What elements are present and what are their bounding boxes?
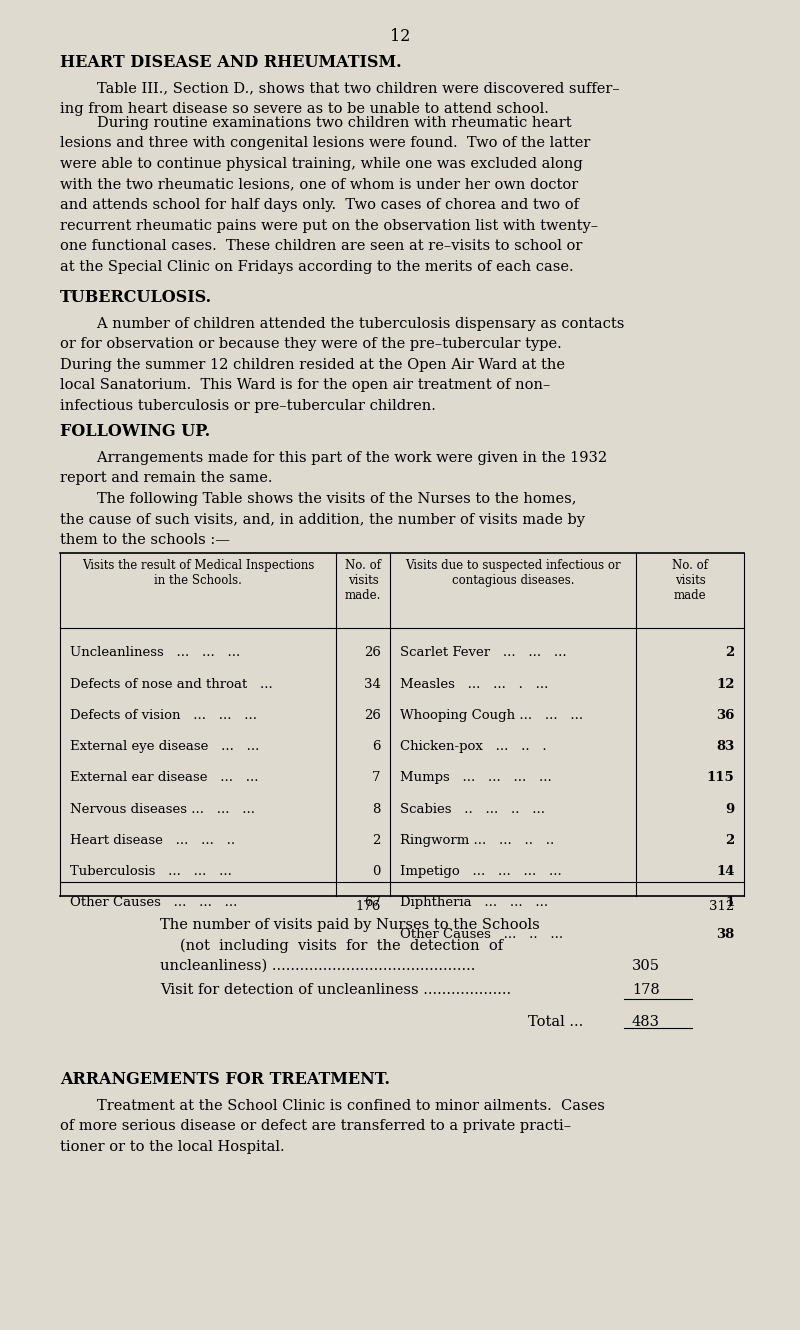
- Text: Whooping Cough ...   ...   ...: Whooping Cough ... ... ...: [400, 709, 583, 722]
- Text: 2: 2: [373, 834, 381, 847]
- Text: 12: 12: [390, 28, 410, 45]
- Text: 36: 36: [716, 709, 734, 722]
- Text: ing from heart disease so severe as to be unable to attend school.: ing from heart disease so severe as to b…: [60, 102, 549, 116]
- Text: them to the schools :—: them to the schools :—: [60, 533, 230, 548]
- Text: 2: 2: [725, 646, 734, 660]
- Text: report and remain the same.: report and remain the same.: [60, 471, 273, 485]
- Text: 178: 178: [632, 983, 660, 998]
- Text: Nervous diseases ...   ...   ...: Nervous diseases ... ... ...: [70, 802, 254, 815]
- Text: Visit for detection of uncleanliness ...................: Visit for detection of uncleanliness ...…: [160, 983, 511, 998]
- Text: at the Special Clinic on Fridays according to the merits of each case.: at the Special Clinic on Fridays accordi…: [60, 259, 574, 274]
- Text: 305: 305: [632, 959, 660, 974]
- Text: 14: 14: [716, 864, 734, 878]
- Text: Defects of nose and throat   ...: Defects of nose and throat ...: [70, 677, 272, 690]
- Text: No. of
visits
made: No. of visits made: [672, 559, 708, 601]
- Text: of more serious disease or defect are transferred to a private practi–: of more serious disease or defect are tr…: [60, 1120, 571, 1133]
- Text: 1: 1: [725, 896, 734, 910]
- Text: Defects of vision   ...   ...   ...: Defects of vision ... ... ...: [70, 709, 257, 722]
- Text: A number of children attended the tuberculosis dispensary as contacts: A number of children attended the tuberc…: [60, 317, 624, 331]
- Text: the cause of such visits, and, in addition, the number of visits made by: the cause of such visits, and, in additi…: [60, 512, 585, 527]
- Text: Table III., Section D., shows that two children were discovered suffer–: Table III., Section D., shows that two c…: [60, 81, 620, 96]
- Text: 38: 38: [716, 928, 734, 940]
- Text: TUBERCULOSIS.: TUBERCULOSIS.: [60, 289, 212, 306]
- Text: Mumps   ...   ...   ...   ...: Mumps ... ... ... ...: [400, 771, 552, 785]
- Text: or for observation or because they were of the pre–tubercular type.: or for observation or because they were …: [60, 336, 562, 351]
- Text: 8: 8: [373, 802, 381, 815]
- Text: 115: 115: [706, 771, 734, 785]
- Text: Uncleanliness   ...   ...   ...: Uncleanliness ... ... ...: [70, 646, 240, 660]
- Text: Chicken-pox   ...   ..   .: Chicken-pox ... .. .: [400, 739, 546, 753]
- Text: The number of visits paid by Nurses to the Schools: The number of visits paid by Nurses to t…: [160, 918, 540, 932]
- Text: Arrangements made for this part of the work were given in the 1932: Arrangements made for this part of the w…: [60, 451, 607, 465]
- Text: Heart disease   ...   ...   ..: Heart disease ... ... ..: [70, 834, 234, 847]
- Text: 9: 9: [725, 802, 734, 815]
- Text: tioner or to the local Hospital.: tioner or to the local Hospital.: [60, 1140, 285, 1154]
- Text: Measles   ...   ...   .   ...: Measles ... ... . ...: [400, 677, 548, 690]
- Text: The following Table shows the visits of the Nurses to the homes,: The following Table shows the visits of …: [60, 492, 577, 507]
- Text: 0: 0: [373, 864, 381, 878]
- Text: were able to continue physical training, while one was excluded along: were able to continue physical training,…: [60, 157, 582, 172]
- Text: Treatment at the School Clinic is confined to minor ailments.  Cases: Treatment at the School Clinic is confin…: [60, 1099, 605, 1113]
- Text: Other Causes   ...   ..   ...: Other Causes ... .. ...: [400, 928, 563, 940]
- Text: with the two rheumatic lesions, one of whom is under her own doctor: with the two rheumatic lesions, one of w…: [60, 177, 578, 192]
- Text: Impetigo   ...   ...   ...   ...: Impetigo ... ... ... ...: [400, 864, 562, 878]
- Text: 7: 7: [372, 771, 381, 785]
- Text: 34: 34: [364, 677, 381, 690]
- Text: External ear disease   ...   ...: External ear disease ... ...: [70, 771, 258, 785]
- Text: infectious tuberculosis or pre–tubercular children.: infectious tuberculosis or pre–tubercula…: [60, 399, 436, 414]
- Text: HEART DISEASE AND RHEUMATISM.: HEART DISEASE AND RHEUMATISM.: [60, 53, 402, 70]
- Text: 6: 6: [372, 739, 381, 753]
- Text: recurrent rheumatic pains were put on the observation list with twenty–: recurrent rheumatic pains were put on th…: [60, 218, 598, 233]
- Text: FOLLOWING UP.: FOLLOWING UP.: [60, 423, 210, 440]
- Text: Ringworm ...   ...   ..   ..: Ringworm ... ... .. ..: [400, 834, 554, 847]
- Text: No. of
visits
made.: No. of visits made.: [345, 559, 382, 601]
- Text: Visits the result of Medical Inspections
in the Schools.: Visits the result of Medical Inspections…: [82, 559, 314, 587]
- Text: 83: 83: [716, 739, 734, 753]
- Text: lesions and three with congenital lesions were found.  Two of the latter: lesions and three with congenital lesion…: [60, 136, 590, 150]
- Text: Diphtheria   ...   ...   ...: Diphtheria ... ... ...: [400, 896, 548, 910]
- Text: and attends school for half days only.  Two cases of chorea and two of: and attends school for half days only. T…: [60, 198, 579, 213]
- Text: Total ...: Total ...: [528, 1015, 583, 1029]
- Text: local Sanatorium.  This Ward is for the open air treatment of non–: local Sanatorium. This Ward is for the o…: [60, 378, 550, 392]
- Text: Other Causes   ...   ...   ...: Other Causes ... ... ...: [70, 896, 237, 910]
- Text: Scarlet Fever   ...   ...   ...: Scarlet Fever ... ... ...: [400, 646, 566, 660]
- Text: uncleanliness) ............................................: uncleanliness) .........................…: [160, 959, 475, 974]
- Text: External eye disease   ...   ...: External eye disease ... ...: [70, 739, 259, 753]
- Text: 483: 483: [632, 1015, 660, 1029]
- Text: 12: 12: [716, 677, 734, 690]
- Text: 26: 26: [364, 709, 381, 722]
- Text: (not  including  visits  for  the  detection  of: (not including visits for the detection …: [180, 939, 503, 952]
- Text: 176: 176: [355, 900, 381, 914]
- Text: ARRANGEMENTS FOR TREATMENT.: ARRANGEMENTS FOR TREATMENT.: [60, 1071, 390, 1088]
- Text: 26: 26: [364, 646, 381, 660]
- Text: one functional cases.  These children are seen at re–visits to school or: one functional cases. These children are…: [60, 239, 582, 254]
- Text: Scabies   ..   ...   ..   ...: Scabies .. ... .. ...: [400, 802, 545, 815]
- Text: During the summer 12 children resided at the Open Air Ward at the: During the summer 12 children resided at…: [60, 358, 565, 372]
- Text: Visits due to suspected infectious or
contagious diseases.: Visits due to suspected infectious or co…: [406, 559, 621, 587]
- Text: 67: 67: [364, 896, 381, 910]
- Text: Tuberculosis   ...   ...   ...: Tuberculosis ... ... ...: [70, 864, 231, 878]
- Text: 312: 312: [709, 900, 734, 914]
- Text: 2: 2: [725, 834, 734, 847]
- Text: During routine examinations two children with rheumatic heart: During routine examinations two children…: [60, 116, 572, 130]
